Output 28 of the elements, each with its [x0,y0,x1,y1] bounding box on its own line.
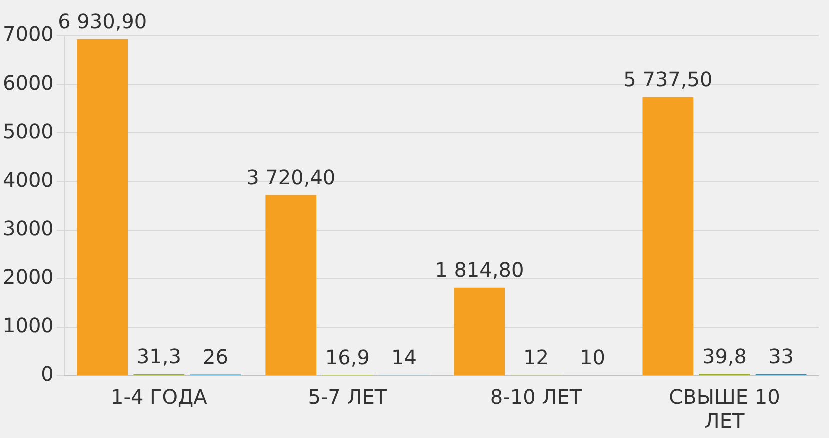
x-tick-label: 1-4 ГОДА [111,385,208,410]
data-label: 3 720,40 [246,166,336,190]
data-label: 26 [202,344,228,369]
y-tick-label: 0 [41,362,54,386]
bar [77,39,128,376]
data-label: 39,8 [702,344,748,368]
y-tick-label: 7000 [2,22,54,46]
data-label: 6 930,90 [58,10,148,34]
bar [454,288,506,376]
data-label: 12 [523,346,549,370]
data-label: 31,3 [136,344,182,369]
y-tick-label: 1000 [2,314,54,338]
data-label: 1 814,80 [435,258,524,282]
y-tick-label: 3000 [2,216,54,240]
y-tick-label: 6000 [2,70,54,95]
x-tick-label: СВЫШЕ 10 ЛЕТ [669,385,780,434]
y-tick-label: 2000 [2,265,54,290]
x-tick-label: 8-10 ЛЕТ [490,385,583,410]
data-label: 16,9 [325,345,370,370]
bar [642,97,694,376]
y-tick-label: 4000 [2,168,54,192]
y-tick-label: 5000 [2,119,54,144]
data-label: 14 [392,346,417,370]
data-label: 10 [580,346,606,370]
x-tick-label: 5-7 ЛЕТ [308,385,388,410]
data-label: 33 [768,344,794,369]
data-label: 5 737,50 [624,68,713,92]
bar [266,195,317,376]
